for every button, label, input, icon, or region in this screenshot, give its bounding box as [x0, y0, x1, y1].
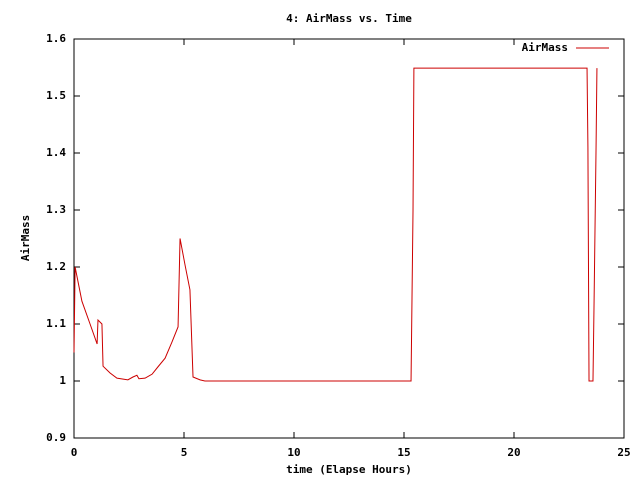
x-tick-label: 25 [617, 446, 630, 459]
plot-frame [73, 38, 625, 439]
chart-title: 4: AirMass vs. Time [286, 12, 412, 25]
y-tick-label: 1.3 [46, 203, 66, 216]
y-tick-label: 1.1 [46, 317, 66, 330]
y-axis-label: AirMass [19, 215, 32, 261]
data-line [73, 67, 598, 382]
y-tick-label: 1.5 [46, 89, 66, 102]
y-tick-label: 1 [59, 374, 66, 387]
y-tick-label: 1.6 [46, 32, 66, 45]
y-tick-label: 1.2 [46, 260, 66, 273]
x-tick-label: 10 [287, 446, 300, 459]
x-tick-label: 15 [397, 446, 410, 459]
x-tick-label: 5 [181, 446, 188, 459]
legend-label: AirMass [522, 41, 568, 54]
x-tick-label: 0 [71, 446, 78, 459]
x-axis-label: time (Elapse Hours) [286, 463, 412, 476]
x-tick-label: 20 [507, 446, 520, 459]
y-tick-label: 1.4 [46, 146, 66, 159]
y-tick-label: 0.9 [46, 431, 66, 444]
